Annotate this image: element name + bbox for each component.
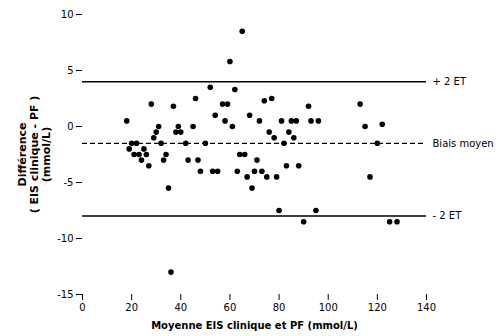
svg-text:0: 0 bbox=[67, 121, 73, 132]
svg-text:120: 120 bbox=[368, 302, 387, 313]
svg-text:Moyenne EIS clinique et PF (mm: Moyenne EIS clinique et PF (mmol/L) bbox=[151, 320, 358, 331]
svg-text:-10: -10 bbox=[57, 233, 73, 244]
svg-text:- 2 ET: - 2 ET bbox=[433, 210, 463, 221]
svg-text:100: 100 bbox=[319, 302, 338, 313]
svg-text:5: 5 bbox=[67, 65, 73, 76]
svg-text:-15: -15 bbox=[57, 289, 73, 300]
svg-text:80: 80 bbox=[273, 302, 286, 313]
svg-text:140: 140 bbox=[417, 302, 436, 313]
svg-text:Biais moyen: Biais moyen bbox=[433, 138, 494, 149]
svg-text:Différence( EIS clinique - PF: Différence( EIS clinique - PF )(mmol/L) bbox=[16, 96, 53, 214]
svg-text:60: 60 bbox=[224, 302, 237, 313]
svg-text:0: 0 bbox=[79, 302, 85, 313]
svg-text:-5: -5 bbox=[64, 177, 74, 188]
svg-text:40: 40 bbox=[174, 302, 187, 313]
svg-text:10: 10 bbox=[61, 9, 74, 20]
svg-text:20: 20 bbox=[125, 302, 138, 313]
svg-text:+ 2 ET: + 2 ET bbox=[433, 76, 467, 87]
